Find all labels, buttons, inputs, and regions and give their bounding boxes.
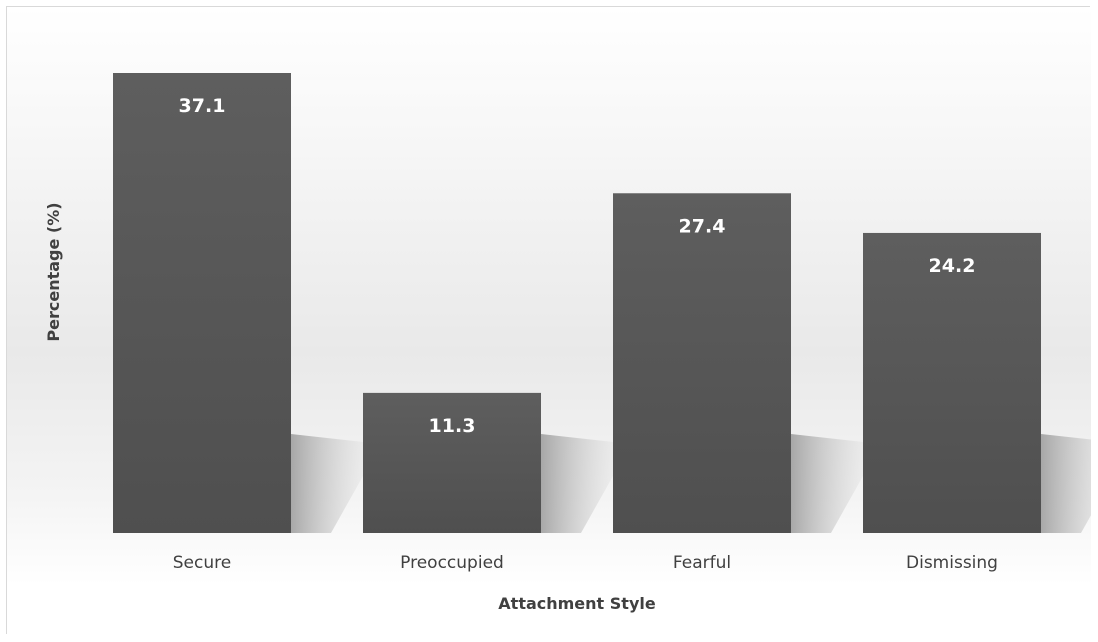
- bar-secure: [113, 73, 291, 533]
- x-tick-label-fearful: Fearful: [673, 553, 731, 573]
- bar-shadow-preoccupied: [541, 434, 631, 533]
- x-tick-label-preoccupied: Preoccupied: [400, 553, 504, 573]
- x-tick-labels-group: Secure Preoccupied Fearful Dismissing: [173, 553, 998, 573]
- data-label-preoccupied: 11.3: [429, 415, 476, 437]
- bar-preoccupied: [363, 392, 541, 533]
- bar-shadow-secure: [291, 434, 381, 533]
- x-tick-label-secure: Secure: [173, 553, 231, 573]
- bar-shadow-dismissing: [1041, 434, 1091, 533]
- bar-shadows: [291, 434, 1091, 533]
- bar-fearful: [613, 193, 791, 534]
- x-tick-label-dismissing: Dismissing: [906, 553, 998, 573]
- data-label-fearful: 27.4: [679, 215, 726, 237]
- bar-dismissing: [863, 232, 1041, 533]
- chart-frame: 37.1 11.3 27.4 24.2 Secure Preoccupied Fearfu…: [6, 6, 1091, 635]
- bar-chart: 37.1 11.3 27.4 24.2 Secure Preoccupied Fearfu…: [44, 73, 1091, 613]
- x-axis-title: Attachment Style: [498, 594, 656, 613]
- data-labels-group: 37.1 11.3 27.4 24.2: [179, 95, 976, 437]
- bar-shadow-fearful: [791, 434, 881, 533]
- bars-group: [113, 73, 1041, 534]
- data-label-dismissing: 24.2: [929, 255, 976, 277]
- data-label-secure: 37.1: [179, 95, 226, 117]
- y-axis-title: Percentage (%): [44, 202, 63, 341]
